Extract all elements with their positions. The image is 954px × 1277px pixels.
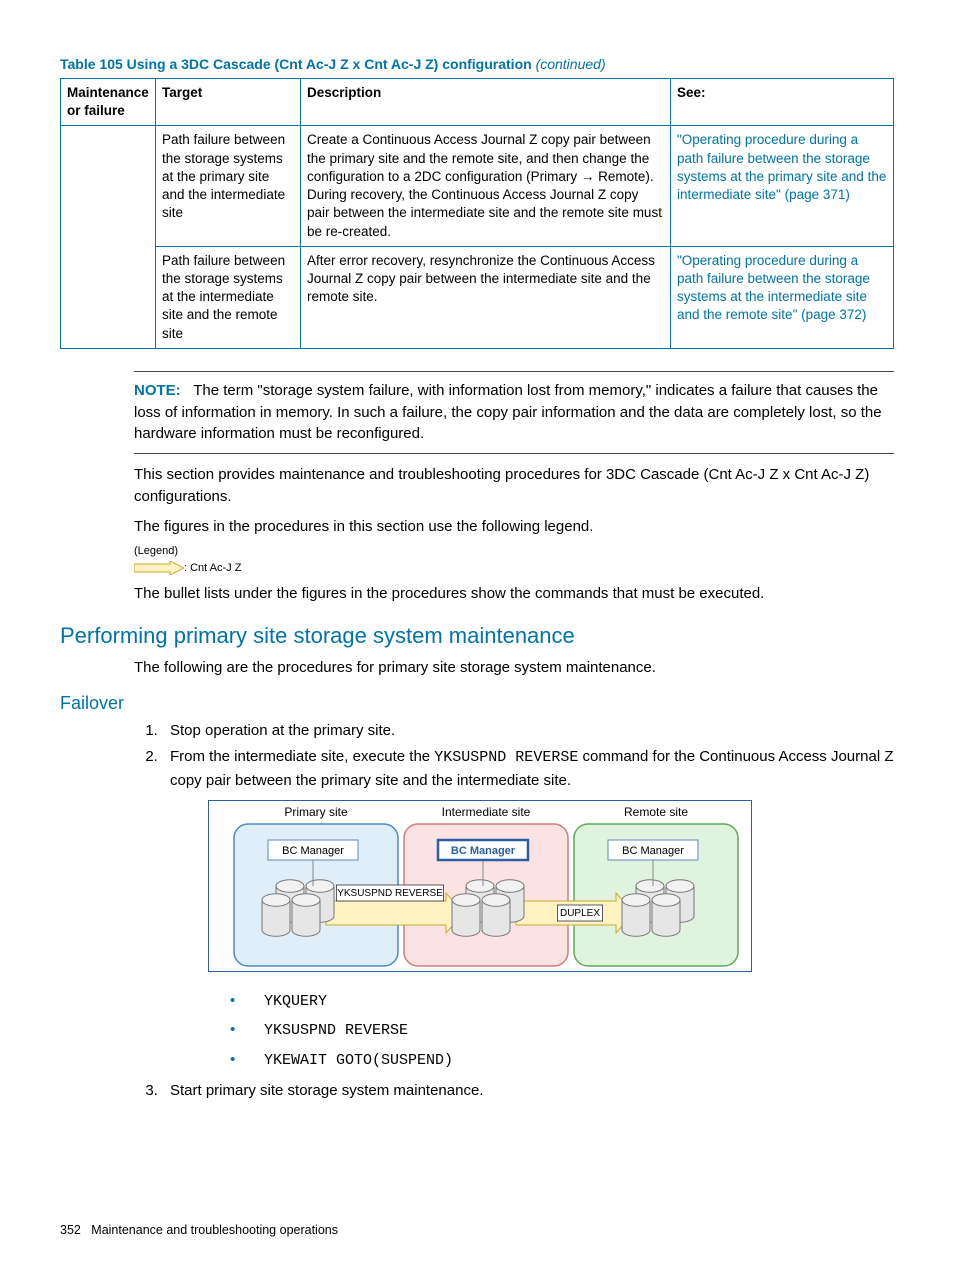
cmd-item: YKEWAIT GOTO(SUSPEND): [230, 1049, 894, 1073]
step-2-command: YKSUSPND REVERSE: [434, 749, 578, 766]
table-title-continued: (continued): [536, 56, 606, 72]
table-row: Path failure between the storage systems…: [61, 126, 894, 246]
step-2a: From the intermediate site, execute the: [170, 748, 434, 765]
failover-steps: Stop operation at the primary site. From…: [134, 720, 894, 1103]
svg-text:Primary site: Primary site: [284, 805, 348, 819]
step-3: Start primary site storage system mainte…: [162, 1080, 894, 1103]
table-row: Path failure between the storage systems…: [61, 246, 894, 348]
cmd-text: YKQUERY: [264, 993, 327, 1010]
svg-text:BC Manager: BC Manager: [282, 845, 344, 857]
cell-maintenance: [61, 126, 156, 348]
failover-diagram: Primary site Intermediate site Remote site…: [208, 800, 752, 972]
svg-text:Intermediate site: Intermediate site: [442, 805, 531, 819]
cell-target: Path failure between the storage systems…: [156, 246, 301, 348]
svg-text:BC Manager: BC Manager: [451, 845, 516, 857]
cmd-text: YKSUSPND REVERSE: [264, 1022, 408, 1039]
legend-label: (Legend): [134, 545, 894, 557]
legend-arrow-icon: [134, 561, 184, 575]
cell-target: Path failure between the storage systems…: [156, 126, 301, 246]
page-footer: 352 Maintenance and troubleshooting oper…: [60, 1223, 894, 1237]
intro-para-2: The figures in the procedures in this se…: [134, 516, 894, 538]
section-heading: Performing primary site storage system m…: [60, 623, 894, 649]
intro-para-3: The bullet lists under the figures in th…: [134, 583, 894, 605]
footer-text: Maintenance and troubleshooting operatio…: [91, 1223, 338, 1237]
step-1: Stop operation at the primary site.: [162, 720, 894, 743]
step-2: From the intermediate site, execute the …: [162, 746, 894, 1072]
th-description: Description: [301, 79, 671, 126]
note-text: The term "storage system failure, with i…: [134, 382, 882, 443]
th-maintenance: Maintenance or failure: [61, 79, 156, 126]
cmd-text: YKEWAIT GOTO(SUSPEND): [264, 1052, 453, 1069]
cell-see-link[interactable]: "Operating procedure during a path failu…: [671, 246, 894, 348]
svg-text:DUPLEX: DUPLEX: [560, 908, 600, 919]
svg-text:YKSUSPND REVERSE: YKSUSPND REVERSE: [337, 888, 443, 899]
note-box: NOTE: The term "storage system failure, …: [134, 371, 894, 454]
cell-description: Create a Continuous Access Journal Z cop…: [301, 126, 671, 246]
cmd-item: YKSUSPND REVERSE: [230, 1019, 894, 1043]
cell-see-link[interactable]: "Operating procedure during a path failu…: [671, 126, 894, 246]
legend-arrow-text: : Cnt Ac-J Z: [184, 562, 241, 574]
subsection-heading: Failover: [60, 693, 894, 714]
config-table: Maintenance or failure Target Descriptio…: [60, 78, 894, 349]
cmd-item: YKQUERY: [230, 990, 894, 1014]
diagram-container: Primary site Intermediate site Remote site…: [208, 800, 894, 980]
page-number: 352: [60, 1223, 81, 1237]
section-intro: The following are the procedures for pri…: [134, 657, 894, 679]
th-target: Target: [156, 79, 301, 126]
note-label: NOTE:: [134, 382, 181, 399]
table-header-row: Maintenance or failure Target Descriptio…: [61, 79, 894, 126]
command-list: YKQUERY YKSUSPND REVERSE YKEWAIT GOTO(SU…: [230, 990, 894, 1073]
svg-text:Remote site: Remote site: [624, 805, 688, 819]
svg-text:BC Manager: BC Manager: [622, 845, 684, 857]
table-title-text: Table 105 Using a 3DC Cascade (Cnt Ac-J …: [60, 56, 536, 72]
intro-para-1: This section provides maintenance and tr…: [134, 464, 894, 508]
cell-description: After error recovery, resynchronize the …: [301, 246, 671, 348]
th-see: See:: [671, 79, 894, 126]
table-title: Table 105 Using a 3DC Cascade (Cnt Ac-J …: [60, 56, 894, 72]
legend-block: (Legend) : Cnt Ac-J Z: [134, 545, 894, 575]
